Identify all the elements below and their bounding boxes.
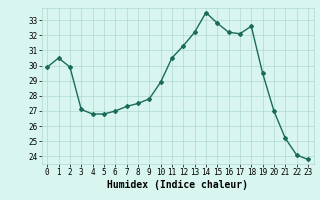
X-axis label: Humidex (Indice chaleur): Humidex (Indice chaleur) xyxy=(107,180,248,190)
